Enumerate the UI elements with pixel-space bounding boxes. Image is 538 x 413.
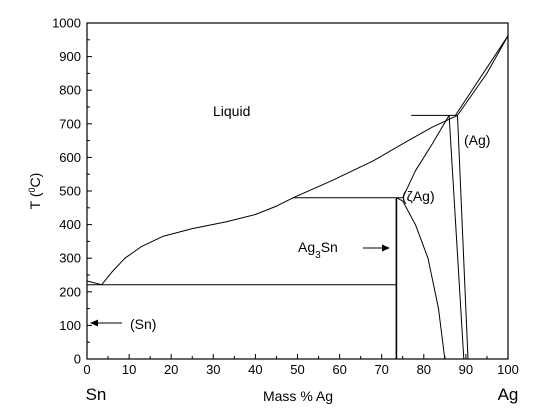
y-axis-title-main: T ( — [27, 192, 43, 209]
x-tick-label: 0 — [83, 362, 90, 377]
y-tick-label: 900 — [59, 49, 81, 64]
ag3sn-label-sub: 3 — [315, 250, 321, 261]
phase-boundaries — [86, 35, 509, 360]
x-tick-label: 80 — [417, 362, 431, 377]
x-axis-title: Mass % Ag — [263, 388, 333, 404]
zeta-phase-label: (ζAg) — [402, 188, 435, 204]
x-tick-label: 60 — [332, 362, 346, 377]
phase-boundary-4 — [402, 115, 450, 198]
right-end-label: Ag — [498, 385, 519, 404]
x-tick-label: 20 — [164, 362, 178, 377]
phase-boundary-2 — [86, 280, 102, 286]
y-axis-title-sup: 0 — [27, 187, 37, 192]
ag-phase-label: (Ag) — [464, 132, 490, 148]
y-axis-title: T (0C) — [27, 173, 43, 210]
y-tick-label: 600 — [59, 150, 81, 165]
y-tick-label: 200 — [59, 284, 81, 299]
x-tick-label: 90 — [459, 362, 473, 377]
y-tick-label: 800 — [59, 83, 81, 98]
plot-frame — [86, 22, 509, 360]
y-tick-label: 100 — [59, 318, 81, 333]
liquid-region-label: Liquid — [213, 103, 250, 119]
phase-boundary-6 — [457, 115, 469, 360]
y-tick-label: 400 — [59, 217, 81, 232]
phase-boundary-3 — [396, 197, 446, 360]
ag3sn-arrow — [363, 244, 390, 252]
y-tick-label: 0 — [74, 352, 81, 367]
x-tick-label: 70 — [374, 362, 388, 377]
phase-boundary-7 — [448, 115, 465, 360]
x-tick-label: 100 — [497, 362, 519, 377]
x-tick-label: 40 — [248, 362, 262, 377]
ag3sn-label: Ag3Sn — [298, 239, 338, 261]
y-tick-label: 500 — [59, 184, 81, 199]
axis-ticks: 0 10 20 30 40 50 60 70 80 90 100010020030040050060… — [52, 16, 519, 378]
x-tick-label: 50 — [290, 362, 304, 377]
x-tick-label: 30 — [206, 362, 220, 377]
y-tick-label: 1000 — [52, 16, 81, 31]
sn-arrow — [90, 319, 122, 327]
x-tick-label: 10 — [122, 362, 136, 377]
ag3sn-label-end: Sn — [321, 239, 338, 255]
y-axis-title-end: C) — [27, 173, 43, 188]
sn-phase-label: (Sn) — [130, 316, 156, 332]
phase-boundary-1 — [101, 35, 509, 286]
ag3sn-label-base: Ag — [298, 239, 315, 255]
y-tick-label: 700 — [59, 116, 81, 131]
phase-boundary-5 — [454, 35, 509, 116]
y-tick-label: 300 — [59, 251, 81, 266]
left-end-label: Sn — [86, 385, 107, 404]
